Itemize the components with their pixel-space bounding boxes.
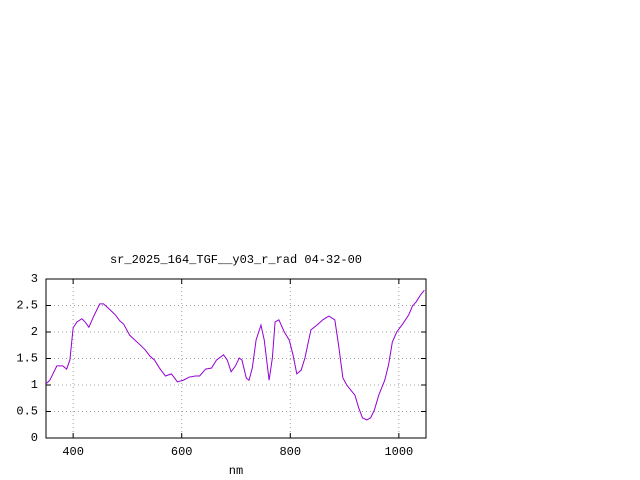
x-tick-label: 600 xyxy=(171,445,193,459)
y-tick-label: 2 xyxy=(31,325,38,339)
y-tick-label: 1 xyxy=(31,378,38,392)
x-tick-label: 800 xyxy=(279,445,301,459)
y-tick-label: 0.5 xyxy=(16,405,38,419)
y-tick-label: 1.5 xyxy=(16,352,38,366)
y-tick-label: 3 xyxy=(31,272,38,286)
plot-border xyxy=(45,278,427,439)
x-axis-label: nm xyxy=(229,464,243,478)
x-tick-label: 400 xyxy=(62,445,84,459)
data-line xyxy=(45,289,425,421)
x-tick-label: 1000 xyxy=(384,445,413,459)
y-tick-label: 2.5 xyxy=(16,299,38,313)
y-tick-label: 0 xyxy=(31,431,38,445)
chart-title: sr_2025_164_TGF__y03_r_rad 04-32-00 xyxy=(110,253,362,267)
